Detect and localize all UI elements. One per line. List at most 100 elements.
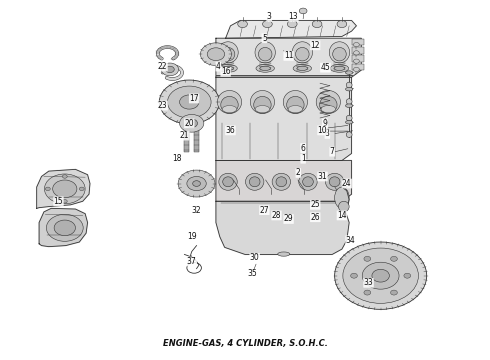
- Ellipse shape: [223, 177, 233, 187]
- Text: 31: 31: [318, 172, 327, 181]
- Ellipse shape: [288, 105, 303, 113]
- FancyBboxPatch shape: [194, 104, 199, 152]
- Ellipse shape: [325, 173, 344, 190]
- Text: 6: 6: [301, 144, 306, 153]
- Text: 45: 45: [320, 63, 330, 72]
- Ellipse shape: [345, 71, 353, 75]
- Circle shape: [46, 187, 50, 191]
- Circle shape: [343, 248, 418, 303]
- Ellipse shape: [321, 105, 336, 113]
- Ellipse shape: [345, 104, 353, 107]
- Circle shape: [362, 262, 399, 289]
- Ellipse shape: [258, 48, 272, 61]
- Polygon shape: [216, 161, 352, 201]
- Circle shape: [62, 175, 67, 178]
- Circle shape: [161, 63, 179, 76]
- Circle shape: [263, 21, 272, 28]
- Circle shape: [207, 48, 224, 60]
- Ellipse shape: [276, 177, 287, 187]
- Text: 36: 36: [225, 126, 235, 135]
- Ellipse shape: [293, 64, 312, 72]
- Text: 15: 15: [54, 197, 63, 206]
- Text: 37: 37: [187, 257, 196, 266]
- Text: 25: 25: [311, 200, 320, 209]
- Circle shape: [335, 242, 427, 309]
- Ellipse shape: [255, 105, 270, 113]
- Circle shape: [372, 269, 390, 282]
- Text: 33: 33: [364, 278, 373, 287]
- Ellipse shape: [345, 87, 353, 91]
- Ellipse shape: [329, 42, 350, 63]
- Text: 19: 19: [187, 232, 196, 241]
- Text: 7: 7: [330, 147, 335, 156]
- Circle shape: [47, 215, 83, 241]
- Ellipse shape: [299, 173, 317, 190]
- Ellipse shape: [330, 64, 349, 72]
- Text: 35: 35: [247, 269, 257, 278]
- Ellipse shape: [335, 187, 349, 208]
- Circle shape: [159, 80, 220, 124]
- Text: 30: 30: [250, 253, 260, 262]
- Ellipse shape: [303, 177, 313, 187]
- Ellipse shape: [295, 48, 309, 61]
- Text: 9: 9: [322, 119, 327, 128]
- Ellipse shape: [219, 64, 237, 72]
- Text: 32: 32: [192, 206, 201, 215]
- Ellipse shape: [297, 66, 308, 71]
- Ellipse shape: [334, 66, 345, 71]
- Ellipse shape: [278, 252, 290, 256]
- Ellipse shape: [346, 115, 352, 121]
- Text: 8: 8: [325, 130, 330, 139]
- Ellipse shape: [339, 201, 349, 212]
- Circle shape: [45, 174, 85, 204]
- Ellipse shape: [221, 48, 235, 61]
- Ellipse shape: [346, 132, 352, 138]
- Ellipse shape: [272, 173, 291, 190]
- Circle shape: [351, 273, 357, 278]
- Ellipse shape: [222, 105, 237, 113]
- Text: 29: 29: [284, 215, 294, 224]
- Text: 2: 2: [296, 168, 301, 177]
- Ellipse shape: [254, 96, 271, 113]
- FancyBboxPatch shape: [352, 64, 364, 70]
- Polygon shape: [216, 201, 349, 255]
- Circle shape: [238, 21, 247, 28]
- Circle shape: [391, 290, 397, 295]
- Polygon shape: [216, 38, 361, 77]
- Ellipse shape: [260, 66, 270, 71]
- Ellipse shape: [329, 177, 340, 187]
- Text: 4: 4: [216, 62, 221, 71]
- Circle shape: [288, 21, 297, 28]
- Circle shape: [200, 43, 231, 66]
- Ellipse shape: [287, 96, 304, 113]
- Ellipse shape: [346, 82, 352, 88]
- Circle shape: [180, 114, 204, 132]
- Text: 10: 10: [318, 126, 327, 135]
- Circle shape: [312, 21, 322, 28]
- FancyBboxPatch shape: [352, 55, 364, 62]
- Ellipse shape: [218, 42, 238, 63]
- Circle shape: [79, 187, 84, 191]
- Circle shape: [364, 256, 371, 261]
- Ellipse shape: [316, 90, 341, 113]
- Text: 17: 17: [189, 94, 199, 103]
- Circle shape: [299, 8, 307, 14]
- Text: 24: 24: [342, 179, 351, 188]
- Ellipse shape: [333, 48, 346, 61]
- FancyBboxPatch shape: [184, 104, 189, 152]
- Ellipse shape: [256, 64, 274, 72]
- Polygon shape: [216, 77, 352, 161]
- Ellipse shape: [218, 90, 242, 113]
- Ellipse shape: [292, 42, 313, 63]
- Polygon shape: [225, 21, 356, 38]
- Ellipse shape: [283, 90, 308, 113]
- Circle shape: [404, 273, 411, 278]
- Ellipse shape: [221, 96, 238, 113]
- Circle shape: [353, 67, 359, 72]
- Circle shape: [53, 180, 77, 198]
- Circle shape: [337, 21, 347, 28]
- Circle shape: [168, 86, 211, 118]
- Circle shape: [187, 176, 206, 191]
- Circle shape: [364, 290, 371, 295]
- Ellipse shape: [219, 173, 237, 190]
